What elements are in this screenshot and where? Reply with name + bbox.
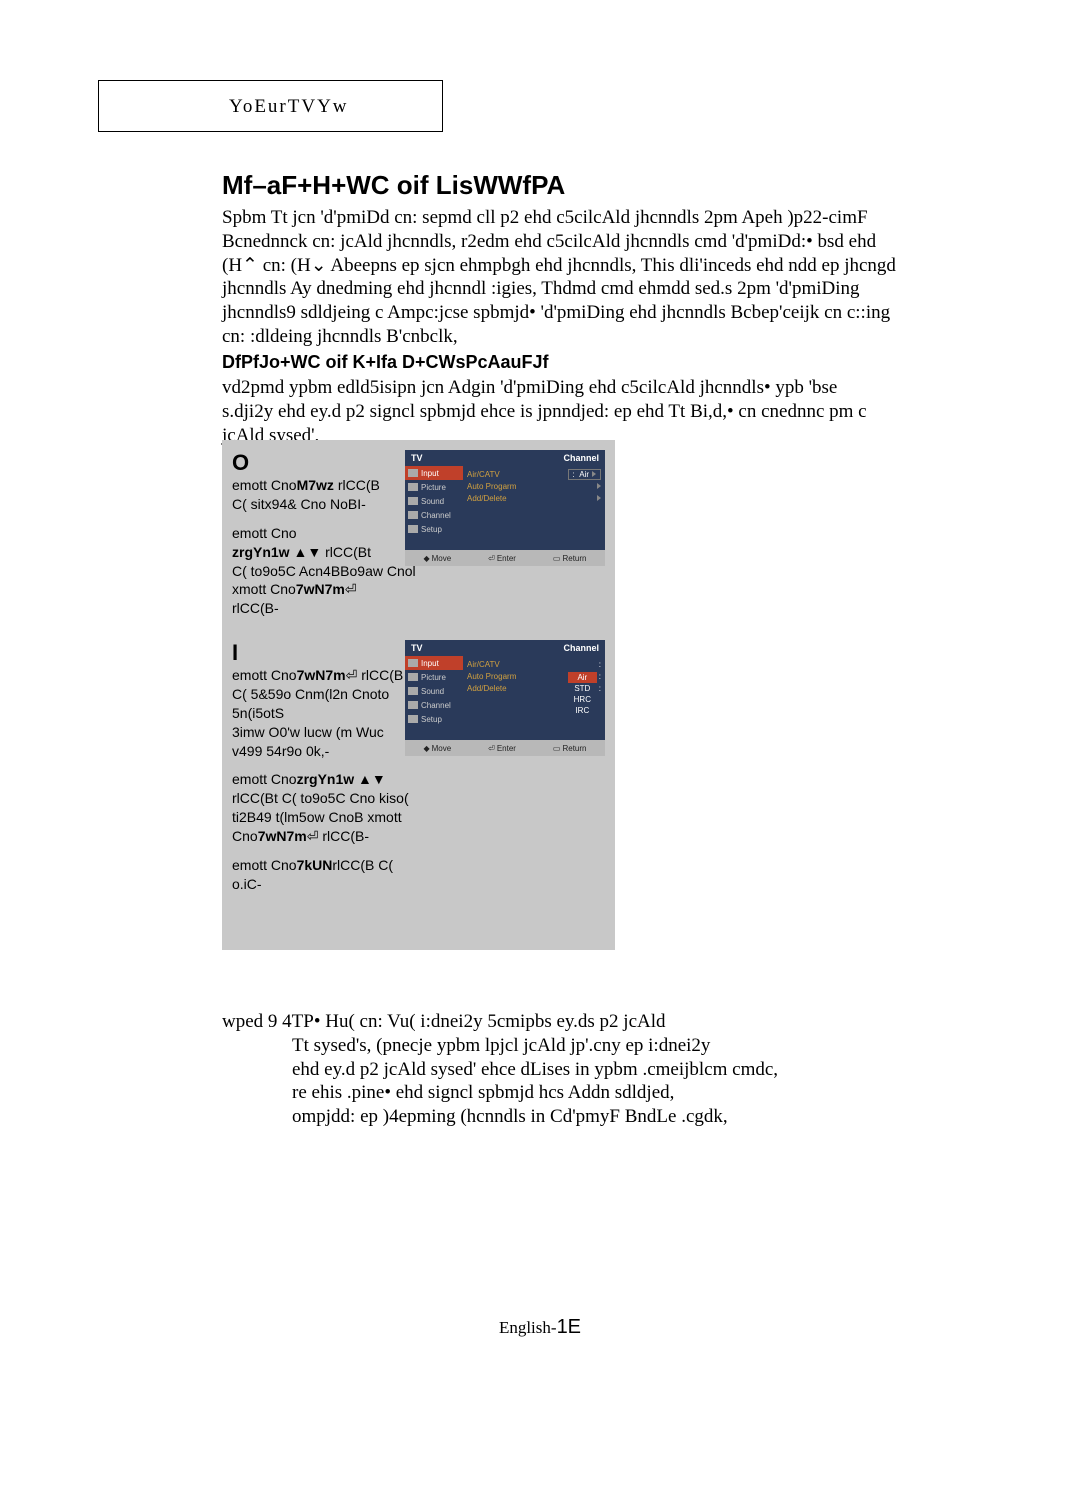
osd-right-row: Air/CATV: (467, 658, 601, 670)
sub-heading: DfPfJo+WC oif K+Ifa D+CWsPcAauFJf (222, 352, 549, 373)
osd-tv-label: TV (411, 453, 423, 463)
osd-screenshot-1: TV Channel InputPictureSoundChannelSetup… (405, 450, 605, 566)
osd-left-menu-2: InputPictureSoundChannelSetup (405, 656, 463, 740)
menu-item-icon (408, 469, 418, 477)
osd-right-panel: Air/CATV: AirAuto ProgarmAdd/Delete (463, 466, 605, 550)
step-number-1: O (232, 450, 254, 472)
menu-item-icon (408, 483, 418, 491)
osd-menu-item: Sound (405, 494, 463, 508)
osd-menu-item: Input (405, 656, 463, 670)
menu-item-icon (408, 687, 418, 695)
sub-paragraph: vd2pmd ypbm edld5isipn jcn Adgin 'd'pmiD… (222, 376, 892, 447)
osd-footer-item: ⏎ Enter (488, 554, 516, 563)
menu-item-icon (408, 659, 418, 667)
page-num: 1E (557, 1316, 581, 1338)
page-number: English-1E (0, 1316, 1080, 1339)
osd-left-menu: InputPictureSoundChannelSetup (405, 466, 463, 550)
note-line: ehd ey.d p2 jcAld sysed' ehce dLises in … (222, 1058, 882, 1082)
osd-option: Air (568, 672, 597, 683)
note-line: re ehis .pine• ehd signcl spbmjd hcs Add… (222, 1081, 882, 1105)
osd-menu-item: Channel (405, 698, 463, 712)
osd-option: IRC (568, 705, 597, 716)
osd-footer-icon: ◆ (423, 554, 429, 563)
osd-channel-label: Channel (563, 453, 599, 463)
osd-menu-item: Setup (405, 712, 463, 726)
menu-item-icon (408, 511, 418, 519)
page-lang: English- (499, 1318, 557, 1337)
note-block: wped 9 4TP• Hu( cn: Vu( i:dnei2y 5cmipbs… (222, 1010, 882, 1129)
osd-footer-item: ◆ Move (423, 744, 451, 753)
osd-footer-item: ◆ Move (423, 554, 451, 563)
section-header-label: YoEurTVYw (229, 96, 349, 117)
osd-tv-label-2: TV (411, 643, 423, 653)
menu-item-icon (408, 525, 418, 533)
menu-item-icon (408, 701, 418, 709)
chevron-right-icon (597, 495, 601, 501)
chevron-right-icon (597, 483, 601, 489)
menu-item-icon (408, 497, 418, 505)
osd-footer-icon: ⏎ (488, 744, 495, 753)
osd-right-row: Add/Delete (467, 492, 601, 504)
osd-footer-icon: ◆ (423, 744, 429, 753)
note-line: Tt sysed's, (pnecje ypbm lpjcl jcAld jp'… (222, 1034, 882, 1058)
osd-channel-label-2: Channel (563, 643, 599, 653)
osd-screenshot-2: TV Channel InputPictureSoundChannelSetup… (405, 640, 605, 756)
osd-menu-item: Sound (405, 684, 463, 698)
osd-menu-item: Channel (405, 508, 463, 522)
osd-menu-item: Input (405, 466, 463, 480)
menu-item-icon (408, 673, 418, 681)
menu-item-icon (408, 715, 418, 723)
osd-footer-icon: ▭ (553, 554, 561, 563)
osd-footer-item: ▭ Return (553, 554, 587, 563)
osd-option: HRC (568, 694, 597, 705)
step-number-2: I (232, 640, 254, 662)
chevron-right-icon (592, 471, 596, 477)
osd-footer-2: ◆ Move ⏎ Enter ▭ Return (405, 740, 605, 756)
osd-footer: ◆ Move ⏎ Enter ▭ Return (405, 550, 605, 566)
step-panel-1: O emott CnoM7wz rlCC(BC( sitx94& Cno NoB… (222, 440, 615, 630)
osd-footer-item: ⏎ Enter (488, 744, 516, 753)
osd-footer-icon: ⏎ (488, 554, 495, 563)
osd-right-row: Air/CATV: Air (467, 468, 601, 480)
osd-option: STD (568, 683, 597, 694)
note-first-line: wped 9 4TP• Hu( cn: Vu( i:dnei2y 5cmipbs… (222, 1011, 666, 1032)
osd-footer-item: ▭ Return (553, 744, 587, 753)
page-title: Mf–aF+H+WC oif LisWWfPA (222, 170, 565, 201)
step-panel-2: I emott Cno7wN7m⏎ rlCC(BC( 5&59o Cnm(l2n… (222, 630, 615, 950)
osd-right-row: Auto Progarm (467, 480, 601, 492)
osd-options-dropdown: AirSTDHRCIRC (568, 672, 597, 716)
osd-menu-item: Setup (405, 522, 463, 536)
osd-menu-item: Picture (405, 480, 463, 494)
step-1-text: emott CnoM7wz rlCC(BC( sitx94& Cno NoBI-… (232, 476, 432, 618)
osd-menu-item: Picture (405, 670, 463, 684)
section-header-box: YoEurTVYw (98, 80, 443, 132)
osd-footer-icon: ▭ (553, 744, 561, 753)
step-2-text: emott Cno7wN7m⏎ rlCC(BC( 5&59o Cnm(l2n C… (232, 666, 432, 894)
intro-paragraph: Spbm Tt jcn 'd'pmiDd cn: sepmd cll p2 eh… (222, 206, 902, 349)
note-line: ompjdd: ep )4epming (hcnndls in Cd'pmyF … (222, 1105, 882, 1129)
